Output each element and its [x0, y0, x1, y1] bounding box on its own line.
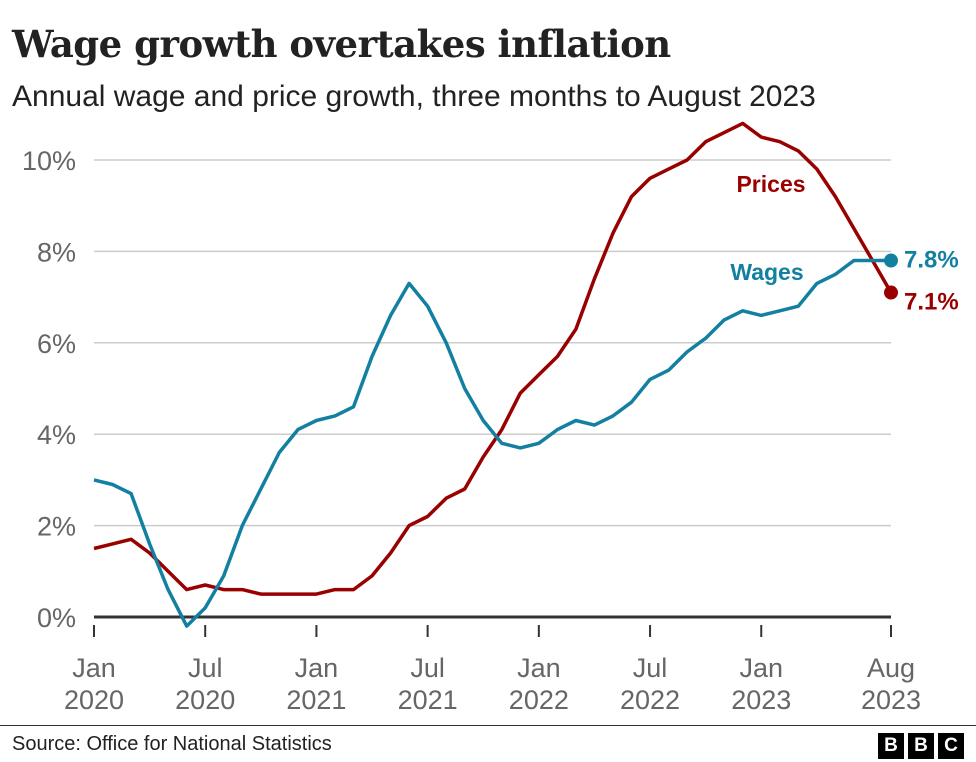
logo-letter: C: [938, 733, 964, 759]
x-tick-label: Jan: [739, 653, 783, 683]
x-tick-label: Jul: [633, 653, 668, 683]
x-tick-label: Jan: [517, 653, 561, 683]
y-tick-label: 4%: [37, 420, 76, 450]
series-line-wages: [93, 258, 891, 628]
logo-letter: B: [878, 733, 904, 759]
x-tick-label: Aug: [867, 653, 915, 683]
y-tick-label: 10%: [22, 146, 76, 176]
footer-divider: [0, 725, 976, 726]
x-tick-label: 2021: [286, 685, 346, 715]
x-tick-label: Jan: [72, 653, 116, 683]
series-line-prices: [93, 121, 893, 596]
x-tick-label: 2023: [731, 685, 791, 715]
end-value-label: 7.1%: [904, 289, 959, 316]
end-value-label: 7.8%: [904, 247, 959, 274]
x-tick-label: 2022: [620, 685, 680, 715]
logo-letter: B: [908, 733, 934, 759]
x-tick-label: 2021: [398, 685, 458, 715]
x-tick-label: Jan: [295, 653, 339, 683]
end-point-prices: [884, 285, 898, 300]
chart-subtitle: Annual wage and price growth, three mont…: [12, 80, 816, 113]
bbc-logo: B B C: [878, 733, 964, 759]
chart-title: Wage growth overtakes inflation: [12, 22, 671, 66]
x-tick-label: Jul: [410, 653, 445, 683]
x-tick-label: 2020: [175, 685, 235, 715]
y-tick-label: 8%: [37, 237, 76, 267]
series-label: Wages: [730, 259, 803, 285]
end-point-wages: [884, 253, 898, 268]
x-tick-label: Jul: [188, 653, 223, 683]
y-tick-label: 2%: [37, 512, 76, 542]
y-tick-label: 0%: [37, 603, 76, 633]
x-tick-label: 2023: [861, 685, 921, 715]
source-note: Source: Office for National Statistics: [12, 733, 332, 755]
y-tick-label: 6%: [37, 329, 76, 359]
series-label: Prices: [736, 171, 805, 197]
x-tick-label: 2022: [509, 685, 569, 715]
line-chart: 0%2%4%6%8%10%Jan2020Jul2020Jan2021Jul202…: [22, 121, 959, 715]
x-tick-label: 2020: [64, 685, 124, 715]
